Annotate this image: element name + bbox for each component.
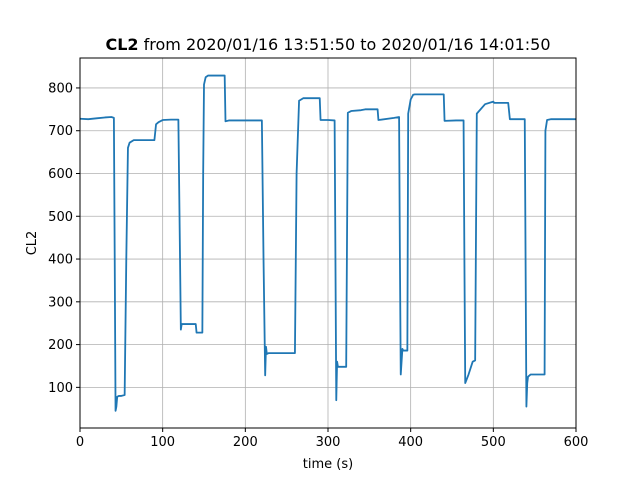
chart-title-bold: CL2 <box>105 35 138 54</box>
x-tick-label: 600 <box>564 435 589 450</box>
x-tick-label: 300 <box>316 435 341 450</box>
y-axis-label: CL2 <box>25 231 40 256</box>
data-series <box>79 74 576 412</box>
ticks: 0 100 200 300 400 500 600 100 200 300 400 500 600 700… <box>48 81 588 450</box>
x-tick-label: 0 <box>76 435 84 450</box>
x-axis-label: time (s) <box>303 457 353 472</box>
y-tick-label: 600 <box>48 167 73 182</box>
y-tick-label: 100 <box>48 381 73 396</box>
grid <box>79 58 577 428</box>
y-tick-label: 300 <box>48 295 73 310</box>
series-line <box>79 74 576 412</box>
x-tick-label: 100 <box>150 435 175 450</box>
x-tick-label: 400 <box>398 435 423 450</box>
x-tick-label: 200 <box>233 435 258 450</box>
y-tick-label: 700 <box>48 124 73 139</box>
x-tick-label: 500 <box>481 435 506 450</box>
y-tick-label: 200 <box>48 338 73 353</box>
y-tick-label: 400 <box>48 253 73 268</box>
y-tick-label: 800 <box>48 81 73 96</box>
chart-title: CL2 from 2020/01/16 13:51:50 to 2020/01/… <box>105 35 550 54</box>
y-tick-label: 500 <box>48 210 73 225</box>
chart-title-rest: from 2020/01/16 13:51:50 to 2020/01/16 1… <box>139 35 551 54</box>
